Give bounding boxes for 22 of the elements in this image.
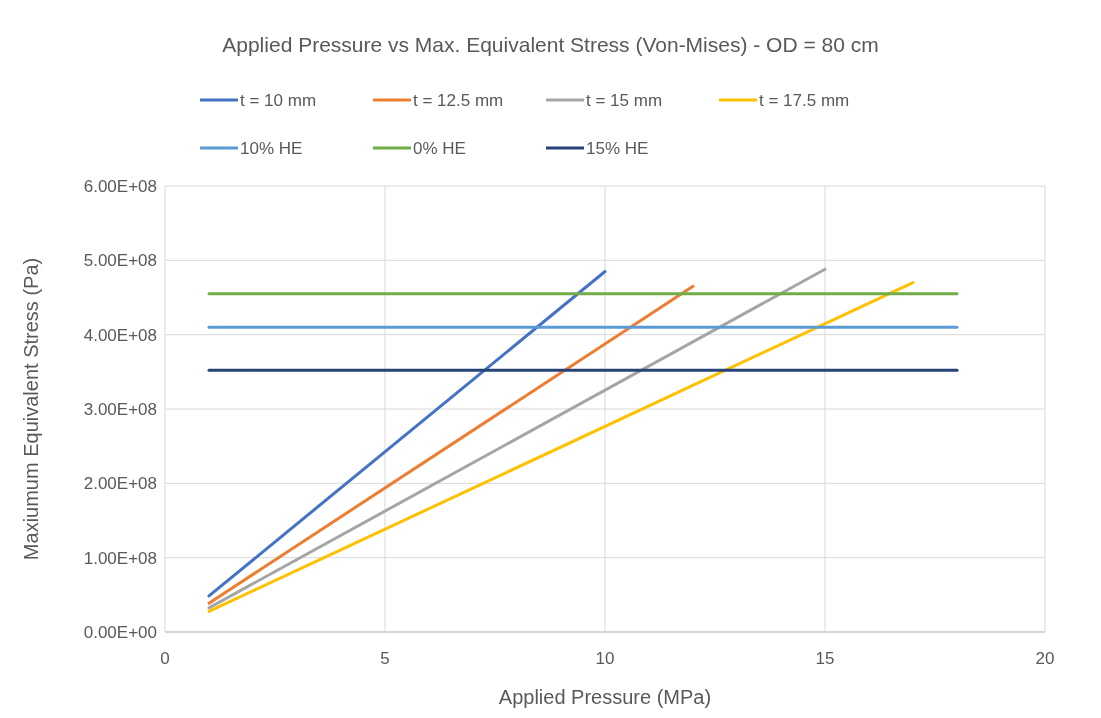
chart-title: Applied Pressure vs Max. Equivalent Stress (Von-Mises) - OD = 80 cm bbox=[222, 33, 879, 56]
legend-label: t = 15 mm bbox=[586, 91, 663, 110]
y-tick-label: 2.00E+08 bbox=[83, 474, 157, 494]
legend-label: t = 12.5 mm bbox=[413, 91, 504, 110]
y-axis-title: Maxiumum Equivalent Stress (Pa) bbox=[20, 257, 42, 561]
y-tick-label: 6.00E+08 bbox=[83, 177, 157, 196]
legend-label: 15% HE bbox=[586, 139, 649, 158]
y-tick-label: 4.00E+08 bbox=[83, 325, 157, 345]
x-tick-label: 10 bbox=[595, 649, 615, 668]
legend-label: t = 10 mm bbox=[240, 91, 317, 110]
y-tick-label: 0.00E+00 bbox=[83, 623, 157, 642]
legend-label: t = 17.5 mm bbox=[759, 91, 850, 110]
legend-label: 10% HE bbox=[240, 139, 303, 158]
y-tick-label: 1.00E+08 bbox=[83, 548, 157, 568]
y-tick-label: 5.00E+08 bbox=[83, 251, 157, 271]
x-tick-label: 15 bbox=[815, 649, 835, 668]
x-tick-label: 0 bbox=[160, 649, 170, 668]
x-tick-label: 20 bbox=[1035, 649, 1055, 668]
x-tick-label: 5 bbox=[380, 649, 390, 668]
y-tick-label: 3.00E+08 bbox=[83, 400, 157, 419]
x-axis-title: Applied Pressure (MPa) bbox=[498, 686, 712, 708]
legend-label: 0% HE bbox=[413, 139, 466, 158]
